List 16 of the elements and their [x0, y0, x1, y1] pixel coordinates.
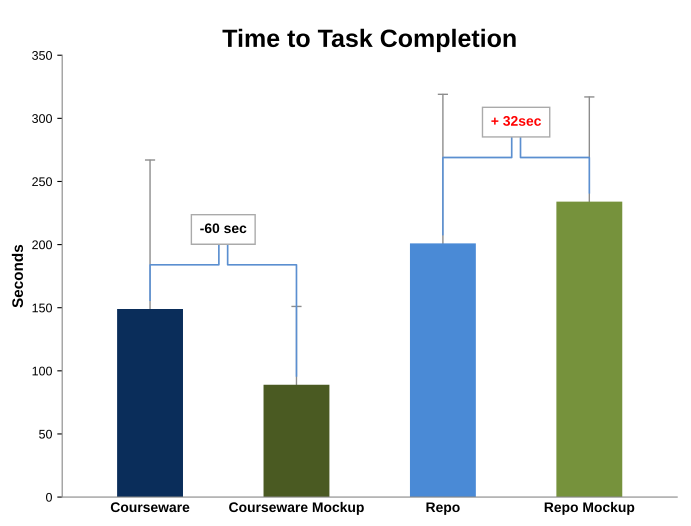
x-tick-label: Repo: [426, 502, 460, 515]
y-tick-label: 300: [32, 114, 52, 123]
annotation: -60 sec: [200, 223, 246, 234]
y-axis-title: Seconds: [12, 244, 24, 308]
y-tick-label: 150: [32, 304, 52, 312]
y-tick-label: 100: [32, 366, 52, 376]
annotation: + 32sec: [491, 116, 541, 126]
chart-title: Time to Task Completion: [222, 28, 516, 52]
y-tick-label: 350: [32, 51, 52, 60]
x-tick-label: Courseware: [110, 502, 190, 512]
x-tick-label: Courseware Mockup: [229, 502, 364, 515]
y-tick-label: 0: [46, 492, 52, 502]
y-tick-label: 200: [32, 240, 52, 250]
y-tick-label: 250: [32, 177, 52, 186]
x-tick-label: Repo Mockup: [544, 502, 634, 515]
y-tick-label: 50: [39, 430, 52, 439]
